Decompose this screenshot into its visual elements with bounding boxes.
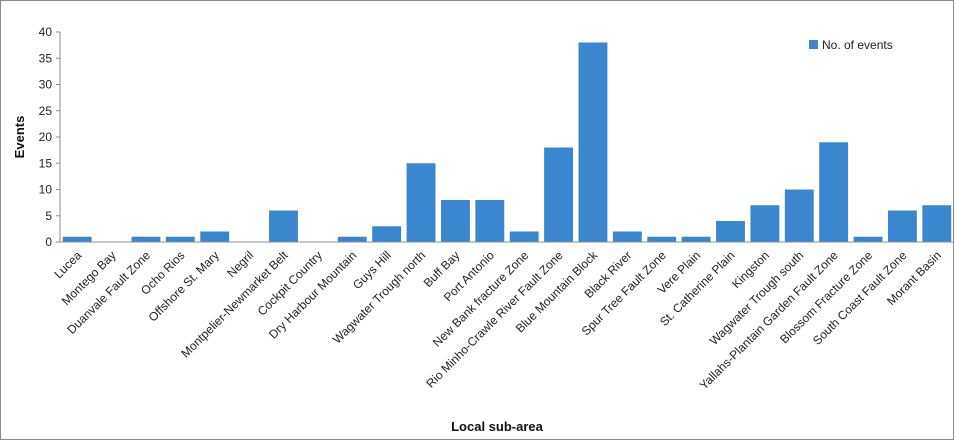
y-tick-label: 0 [45, 235, 52, 249]
bar [406, 163, 436, 242]
y-tick-label: 35 [39, 51, 53, 65]
bar [62, 236, 92, 242]
y-tick-label: 30 [39, 78, 53, 92]
bar [819, 142, 849, 242]
y-tick-label: 20 [39, 130, 53, 144]
bar [681, 236, 711, 242]
bar [165, 236, 195, 242]
bar [784, 189, 814, 242]
legend: No. of events [809, 38, 893, 52]
bar [922, 205, 952, 242]
bar [269, 210, 298, 242]
y-axis-title: Events [12, 116, 27, 159]
y-tick-label: 15 [39, 156, 53, 170]
legend-label: No. of events [822, 38, 893, 52]
legend-swatch [809, 40, 818, 49]
bar [750, 205, 780, 242]
bar [440, 200, 470, 242]
bar [372, 226, 402, 242]
bar [647, 236, 677, 242]
x-axis-title: Local sub-area [451, 419, 544, 434]
bar [612, 231, 642, 242]
bar [475, 200, 505, 242]
y-tick-label: 5 [45, 209, 52, 223]
y-axis-ticks: 0 5 10 15 20 25 30 35 40 [39, 25, 60, 249]
bar [200, 231, 230, 242]
bar [887, 210, 917, 242]
bar [131, 236, 161, 242]
y-tick-label: 25 [39, 104, 53, 118]
bar [544, 147, 574, 242]
bar [337, 236, 367, 242]
bar [578, 42, 608, 242]
y-tick-label: 40 [39, 25, 53, 39]
y-tick-label: 10 [39, 183, 53, 197]
x-tick-label: Negril [224, 248, 256, 280]
bar [509, 231, 539, 242]
bars [62, 42, 952, 242]
bar [716, 221, 745, 242]
bar [853, 236, 883, 242]
